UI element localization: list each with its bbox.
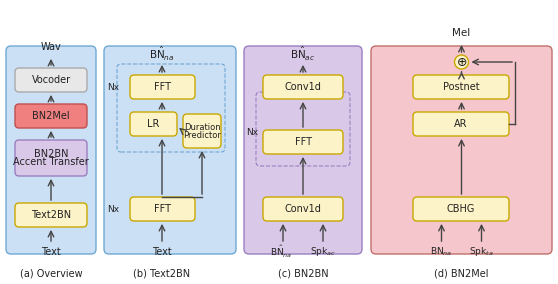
Text: Postnet: Postnet xyxy=(442,82,479,92)
Text: Text: Text xyxy=(41,247,61,257)
Text: (c) BN2BN: (c) BN2BN xyxy=(278,269,328,279)
Text: BN$_{na}$: BN$_{na}$ xyxy=(430,246,453,258)
Text: FFT: FFT xyxy=(154,204,171,214)
Text: LR: LR xyxy=(147,119,160,129)
Text: Predictor: Predictor xyxy=(183,131,221,139)
Text: Duration: Duration xyxy=(184,122,220,131)
Text: Conv1d: Conv1d xyxy=(285,82,321,92)
Text: Accent Transfer: Accent Transfer xyxy=(13,157,89,167)
FancyBboxPatch shape xyxy=(263,197,343,221)
Text: B$\hat{\rm N}_{na}$: B$\hat{\rm N}_{na}$ xyxy=(270,244,292,260)
FancyBboxPatch shape xyxy=(15,203,87,227)
Text: $\oplus$: $\oplus$ xyxy=(456,55,467,68)
Text: Nx: Nx xyxy=(107,82,119,91)
FancyBboxPatch shape xyxy=(413,112,509,136)
FancyBboxPatch shape xyxy=(371,46,552,254)
FancyBboxPatch shape xyxy=(183,114,221,148)
Text: Vocoder: Vocoder xyxy=(31,75,70,85)
Circle shape xyxy=(455,55,469,69)
Text: B$\hat{\rm N}_{ac}$: B$\hat{\rm N}_{ac}$ xyxy=(290,45,316,63)
FancyBboxPatch shape xyxy=(263,130,343,154)
FancyBboxPatch shape xyxy=(413,197,509,221)
Text: (d) BN2Mel: (d) BN2Mel xyxy=(434,269,489,279)
FancyBboxPatch shape xyxy=(244,46,362,254)
FancyBboxPatch shape xyxy=(130,197,195,221)
Text: Text2BN: Text2BN xyxy=(31,210,71,220)
FancyBboxPatch shape xyxy=(130,75,195,99)
FancyBboxPatch shape xyxy=(6,46,96,254)
FancyBboxPatch shape xyxy=(104,46,236,254)
Text: Conv1d: Conv1d xyxy=(285,204,321,214)
Text: Nx: Nx xyxy=(107,204,119,214)
Text: BN2Mel: BN2Mel xyxy=(32,111,70,121)
FancyBboxPatch shape xyxy=(15,68,87,92)
Text: FFT: FFT xyxy=(295,137,311,147)
Text: AR: AR xyxy=(454,119,468,129)
Text: Text: Text xyxy=(152,247,172,257)
Text: Mel: Mel xyxy=(453,28,470,38)
Text: Nx: Nx xyxy=(246,128,258,137)
Text: Spk$_{ta}$: Spk$_{ta}$ xyxy=(469,245,494,258)
FancyBboxPatch shape xyxy=(263,75,343,99)
FancyBboxPatch shape xyxy=(130,112,177,136)
Text: B$\hat{\rm N}_{na}$: B$\hat{\rm N}_{na}$ xyxy=(149,45,175,63)
FancyBboxPatch shape xyxy=(413,75,509,99)
Text: Spk$_{ac}$: Spk$_{ac}$ xyxy=(310,245,336,258)
Text: FFT: FFT xyxy=(154,82,171,92)
FancyBboxPatch shape xyxy=(15,140,87,176)
Text: Wav: Wav xyxy=(41,42,61,52)
Text: (b) Text2BN: (b) Text2BN xyxy=(133,269,191,279)
FancyBboxPatch shape xyxy=(15,104,87,128)
Text: CBHG: CBHG xyxy=(447,204,475,214)
Text: (a) Overview: (a) Overview xyxy=(20,269,83,279)
Text: BN2BN: BN2BN xyxy=(33,149,68,159)
